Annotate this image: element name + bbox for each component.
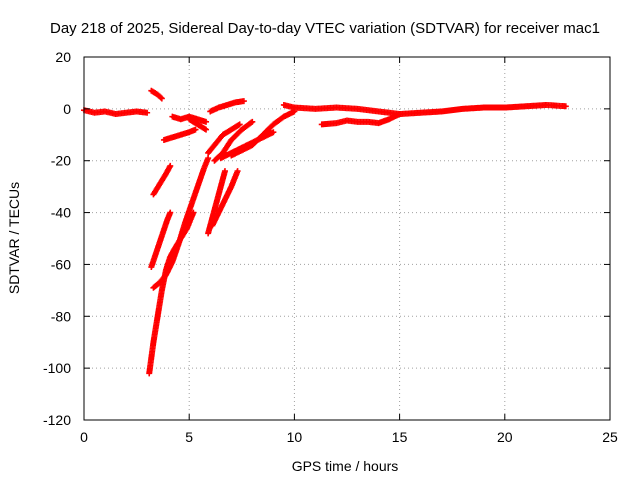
data-point xyxy=(234,168,241,175)
y-tick-label: -120 xyxy=(43,412,71,428)
data-point xyxy=(192,126,199,133)
y-axis-ticks: -120 -100 -80 -60 -40 -20 0 20 xyxy=(43,49,610,428)
data-point xyxy=(203,118,210,125)
series-s10 xyxy=(205,121,243,156)
plot-frame xyxy=(83,56,611,421)
data-point xyxy=(240,98,247,105)
data-point xyxy=(167,209,174,216)
data-point xyxy=(396,111,403,118)
data-point xyxy=(249,118,256,125)
x-tick-label: 0 xyxy=(80,429,88,445)
series-s9 xyxy=(186,116,210,133)
series-s13 xyxy=(209,168,241,229)
series-s1 xyxy=(81,107,151,118)
y-tick-label: -40 xyxy=(51,205,71,221)
series-s4 xyxy=(148,209,174,271)
y-tick-label: -60 xyxy=(51,256,71,272)
y-tick-label: -20 xyxy=(51,153,71,169)
chart-title: Day 218 of 2025, Sidereal Day-to-day VTE… xyxy=(50,20,600,37)
data-point xyxy=(221,168,228,175)
series-s17 xyxy=(280,101,569,118)
data-point xyxy=(248,119,255,126)
x-tick-label: 15 xyxy=(392,429,408,445)
data-point xyxy=(157,94,164,101)
x-tick-label: 5 xyxy=(185,429,193,445)
series-s2 xyxy=(148,87,165,102)
data-point xyxy=(205,155,212,162)
y-tick-label: 20 xyxy=(55,49,71,65)
y-tick-label: 0 xyxy=(63,101,71,117)
x-tick-label: 25 xyxy=(602,429,618,445)
series-s3 xyxy=(150,162,174,198)
x-axis-label: GPS time / hours xyxy=(292,458,399,474)
series-s15 xyxy=(228,108,298,159)
data-point xyxy=(236,121,243,128)
series-s7 xyxy=(160,126,199,143)
series-s6 xyxy=(150,155,212,291)
x-axis-ticks: 0 5 10 15 20 25 xyxy=(80,57,618,445)
x-tick-label: 20 xyxy=(497,429,513,445)
data-point xyxy=(203,126,210,133)
data-point xyxy=(562,103,569,110)
data-points xyxy=(81,87,569,377)
y-tick-label: -100 xyxy=(43,360,71,376)
data-point xyxy=(270,129,277,136)
x-tick-label: 10 xyxy=(287,429,303,445)
series-s8 xyxy=(169,113,210,125)
y-tick-label: -80 xyxy=(51,308,71,324)
series-s18 xyxy=(318,111,403,128)
data-point xyxy=(158,95,165,102)
y-axis-label: SDTVAR / TECUs xyxy=(6,182,22,294)
data-point xyxy=(144,109,151,116)
data-point xyxy=(167,162,174,169)
series-s16 xyxy=(207,98,247,115)
